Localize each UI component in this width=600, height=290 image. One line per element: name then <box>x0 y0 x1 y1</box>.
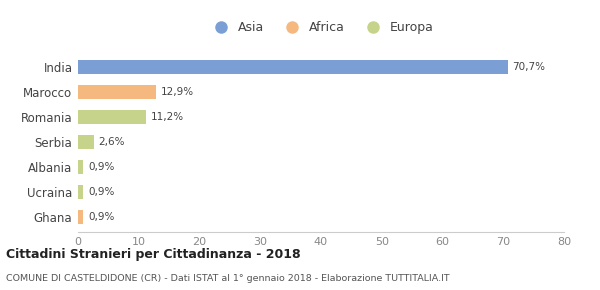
Bar <box>78 110 146 124</box>
Text: 2,6%: 2,6% <box>98 137 125 147</box>
Bar <box>78 160 83 174</box>
Legend: Asia, Africa, Europa: Asia, Africa, Europa <box>205 19 437 37</box>
Text: 12,9%: 12,9% <box>161 87 194 97</box>
Text: 0,9%: 0,9% <box>88 187 115 197</box>
Bar <box>78 210 83 224</box>
Text: 11,2%: 11,2% <box>151 112 184 122</box>
Text: Cittadini Stranieri per Cittadinanza - 2018: Cittadini Stranieri per Cittadinanza - 2… <box>6 248 301 261</box>
Bar <box>78 60 508 74</box>
Text: COMUNE DI CASTELDIDONE (CR) - Dati ISTAT al 1° gennaio 2018 - Elaborazione TUTTI: COMUNE DI CASTELDIDONE (CR) - Dati ISTAT… <box>6 274 449 283</box>
Bar <box>78 85 157 99</box>
Bar <box>78 135 94 149</box>
Bar <box>78 185 83 199</box>
Text: 70,7%: 70,7% <box>512 62 545 72</box>
Text: 0,9%: 0,9% <box>88 162 115 172</box>
Text: 0,9%: 0,9% <box>88 212 115 222</box>
